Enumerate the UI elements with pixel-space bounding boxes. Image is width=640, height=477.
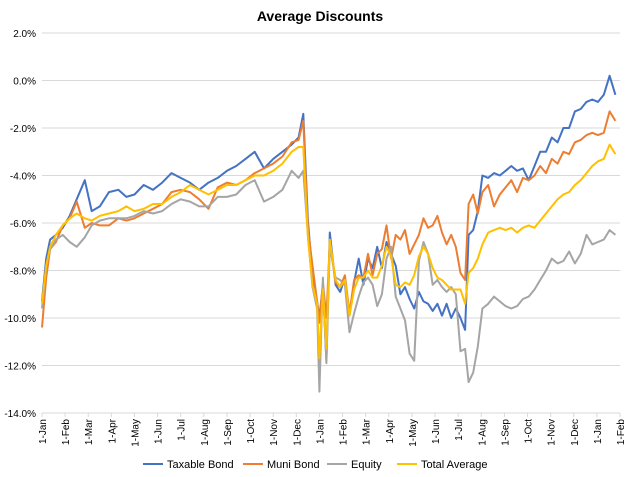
series-line-equity xyxy=(41,169,617,393)
y-tick-label: -8.0% xyxy=(10,267,36,278)
series-lines xyxy=(41,74,617,393)
x-tick-label: 1-Sep xyxy=(500,419,511,446)
y-tick-label: -14.0% xyxy=(4,409,36,420)
y-tick-label: 0.0% xyxy=(13,77,36,88)
y-tick-label: 2.0% xyxy=(13,29,36,40)
y-tick-label: -4.0% xyxy=(10,172,36,183)
y-axis: 2.0% 0.0% -2.0% -4.0% -6.0% -8.0% -10.0% -12.0%… xyxy=(4,29,36,420)
x-tick-label: 1-Oct xyxy=(524,419,535,444)
x-tick-label: 1-Feb xyxy=(339,419,350,446)
legend: Taxable Bond Muni Bond Equity Total Average xyxy=(143,459,487,471)
x-tick-label: 1-Feb xyxy=(616,419,627,446)
x-tick-label: 1-Apr xyxy=(385,418,396,443)
x-tick-label: 1-May xyxy=(408,419,419,447)
y-tick-label: -12.0% xyxy=(4,362,36,373)
x-tick-label: 1-Mar xyxy=(362,418,373,445)
x-tick-label: 1-Jan xyxy=(593,419,604,444)
series-line-total-average xyxy=(41,143,617,360)
legend-label: Muni Bond xyxy=(267,459,320,471)
y-tick-label: -2.0% xyxy=(10,124,36,135)
x-tick-label: 1-Nov xyxy=(547,419,558,446)
x-tick-label: 1-Jan xyxy=(38,419,49,444)
x-tick-label: 1-May xyxy=(130,419,141,447)
x-tick-label: 1-Aug xyxy=(200,419,211,446)
y-tick-label: -6.0% xyxy=(10,219,36,230)
x-tick-label: 1-Nov xyxy=(269,419,280,446)
x-tick-label: 1-Apr xyxy=(107,418,118,443)
chart-title: Average Discounts xyxy=(257,8,384,24)
x-tick-label: 1-Jan xyxy=(315,419,326,444)
x-tick-label: 1-Dec xyxy=(292,419,303,446)
x-tick-label: 1-Jun xyxy=(431,419,442,444)
legend-label: Equity xyxy=(351,459,382,471)
x-tick-label: 1-Dec xyxy=(570,419,581,446)
legend-label: Taxable Bond xyxy=(167,459,234,471)
x-tick-label: 1-Jun xyxy=(154,419,165,444)
x-tick-label: 1-Oct xyxy=(246,419,257,444)
gridlines xyxy=(42,32,620,414)
x-tick-label: 1-Mar xyxy=(84,418,95,445)
x-tick-label: 1-Jul xyxy=(177,419,188,441)
x-tick-label: 1-Jul xyxy=(454,419,465,441)
x-tick-label: 1-Sep xyxy=(223,419,234,446)
legend-label: Total Average xyxy=(421,459,487,471)
y-tick-label: -10.0% xyxy=(4,314,36,325)
x-tick-label: 1-Feb xyxy=(61,419,72,446)
x-tick-label: 1-Aug xyxy=(477,419,488,446)
